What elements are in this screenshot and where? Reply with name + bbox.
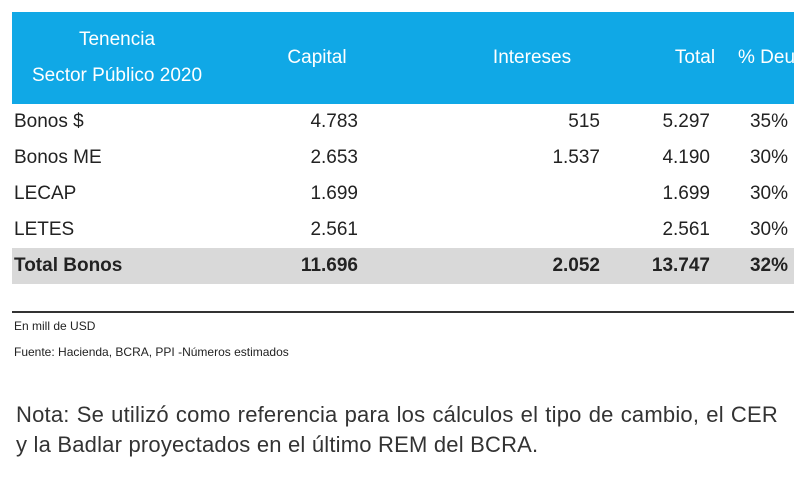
capital-cell: 1.699 [310,183,358,204]
deuda-cell: 30% [749,183,788,204]
total-total-cell: 13.747 [651,255,710,276]
total-deuda-cell: 32% [749,255,788,276]
total-cell: 2.561 [662,219,710,240]
total-cell: 1.699 [662,183,710,204]
header-tenencia-line1: Tenencia [78,29,156,50]
capital-cell: 4.783 [310,111,358,132]
header-deuda: % Deuda [738,47,800,68]
row-label: Bonos $ [14,111,84,132]
footnote-divider [12,311,794,313]
header-capital: Capital [287,47,347,68]
total-capital-cell: 11.696 [300,255,358,276]
table-row: Bonos ME 2.653 1.537 4.190 30% [12,140,794,176]
total-cell: 5.297 [662,111,710,132]
total-intereses-cell: 2.052 [552,255,600,276]
table-header: Tenencia Sector Público 2020 Capital Int… [12,12,800,104]
deuda-cell: 35% [749,111,788,132]
total-row-label: Total Bonos [14,255,123,276]
header-tenencia: Tenencia Sector Público 2020 [12,22,222,94]
methodology-note: Nota: Se utilizó como referencia para lo… [16,402,778,457]
table-row: LETES 2.561 2.561 30% [12,212,794,248]
capital-cell: 2.561 [310,219,358,240]
table-row: LECAP 1.699 1.699 30% [12,176,794,212]
header-tenencia-line2: Sector Público 2020 [31,65,203,86]
total-bonos-row: Total Bonos 11.696 2.052 13.747 32% [12,248,794,284]
intereses-cell: 515 [568,111,600,132]
intereses-cell: 1.537 [552,147,600,168]
deuda-cell: 30% [749,219,788,240]
source-footnote: Fuente: Hacienda, BCRA, PPI -Números est… [14,345,289,359]
deuda-cell: 30% [749,147,788,168]
capital-cell: 2.653 [310,147,358,168]
units-footnote: En mill de USD [14,319,96,333]
debt-holdings-table: Tenencia Sector Público 2020 Capital Int… [12,12,800,284]
row-label: LECAP [14,183,77,204]
row-label: LETES [14,219,75,240]
table-row: Bonos $ 4.783 515 5.297 35% [12,104,794,140]
header-total: Total [674,47,716,68]
row-label: Bonos ME [14,147,102,168]
total-cell: 4.190 [662,147,710,168]
header-intereses: Intereses [492,47,572,68]
